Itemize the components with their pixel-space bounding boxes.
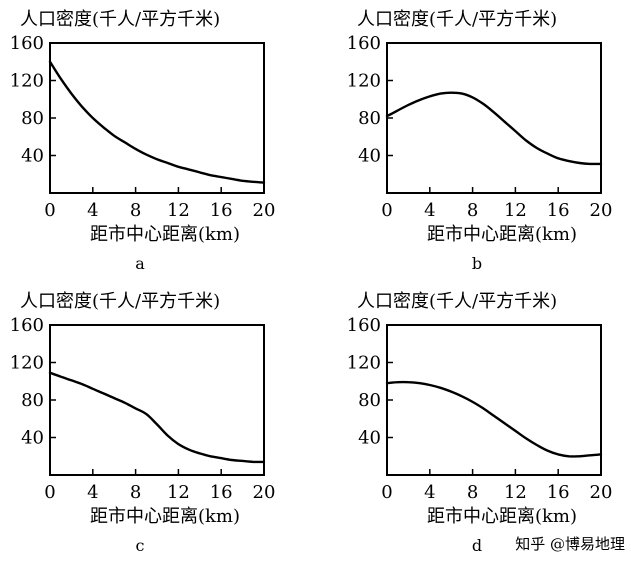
x-axis-label: 距市中心距离(km)	[427, 224, 577, 245]
x-tick-label: 12	[504, 200, 527, 221]
x-tick-label: 12	[167, 200, 190, 221]
y-tick-label: 120	[347, 353, 381, 374]
panel-label: a	[135, 254, 145, 273]
x-tick-label: 4	[424, 482, 435, 503]
y-tick-label: 120	[10, 353, 44, 374]
x-tick-label: 0	[44, 200, 55, 221]
x-tick-label: 4	[87, 482, 98, 503]
x-tick-label: 20	[590, 482, 613, 503]
x-tick-label: 16	[547, 200, 570, 221]
x-tick-label: 12	[167, 482, 190, 503]
x-tick-label: 20	[253, 200, 276, 221]
y-tick-label: 40	[21, 428, 44, 449]
y-axis-label: 人口密度(千人/平方千米)	[357, 9, 557, 30]
y-tick-label: 120	[347, 71, 381, 92]
y-tick-label: 80	[358, 390, 381, 411]
chart-panel-a: 人口密度(千人/平方千米) 40 80 120 160 0 4 8 12 16 20 距市中心距离(k…	[10, 9, 276, 273]
x-tick-label: 4	[87, 200, 98, 221]
y-tick-label: 160	[10, 33, 44, 54]
y-tick-label: 40	[21, 146, 44, 167]
panel-label: b	[472, 254, 482, 273]
x-axis-label: 距市中心距离(km)	[90, 224, 240, 245]
y-axis-label: 人口密度(千人/平方千米)	[20, 9, 220, 30]
x-tick-label: 4	[424, 200, 435, 221]
chart-panel-b: 人口密度(千人/平方千米) 40 80 120 160 0 4 8 12 16 20 距市中心距离(k…	[347, 9, 613, 273]
x-tick-label: 0	[381, 482, 392, 503]
y-tick-label: 80	[21, 390, 44, 411]
x-tick-label: 0	[381, 200, 392, 221]
x-tick-label: 0	[44, 482, 55, 503]
panel-label: d	[472, 536, 482, 555]
x-axis-label: 距市中心距离(km)	[427, 506, 577, 527]
x-tick-label: 20	[590, 200, 613, 221]
y-tick-label: 120	[10, 71, 44, 92]
x-tick-label: 8	[130, 482, 141, 503]
y-axis-label: 人口密度(千人/平方千米)	[20, 291, 220, 312]
x-tick-label: 8	[467, 482, 478, 503]
plot-frame	[49, 324, 265, 476]
x-tick-label: 20	[253, 482, 276, 503]
y-tick-label: 40	[358, 146, 381, 167]
y-tick-label: 80	[21, 108, 44, 129]
x-tick-label: 16	[547, 482, 570, 503]
density-curve-0	[48, 371, 266, 464]
density-curve-0	[385, 91, 603, 166]
y-tick-label: 160	[347, 315, 381, 336]
chart-panel-c: 人口密度(千人/平方千米) 40 80 120 160 0 4 8 12 16 20 距市中心距离(k…	[10, 291, 276, 555]
panel-label: c	[136, 536, 145, 555]
density-curve-0	[385, 380, 603, 458]
x-tick-label: 16	[210, 482, 233, 503]
density-curve-0	[48, 60, 266, 184]
y-tick-label: 160	[347, 33, 381, 54]
plot-frame	[386, 324, 602, 476]
y-tick-label: 160	[10, 315, 44, 336]
y-tick-label: 80	[358, 108, 381, 129]
plot-frame	[386, 42, 602, 194]
y-axis-label: 人口密度(千人/平方千米)	[357, 291, 557, 312]
x-axis-label: 距市中心距离(km)	[90, 506, 240, 527]
watermark: 知乎 @博易地理	[515, 535, 625, 553]
x-tick-label: 8	[467, 200, 478, 221]
plot-frame	[49, 42, 265, 194]
x-tick-label: 16	[210, 200, 233, 221]
y-tick-label: 40	[358, 428, 381, 449]
chart-panel-d: 人口密度(千人/平方千米) 40 80 120 160 0 4 8 12 16 20 距市中心距离(k…	[347, 291, 613, 555]
x-tick-label: 12	[504, 482, 527, 503]
x-tick-label: 8	[130, 200, 141, 221]
